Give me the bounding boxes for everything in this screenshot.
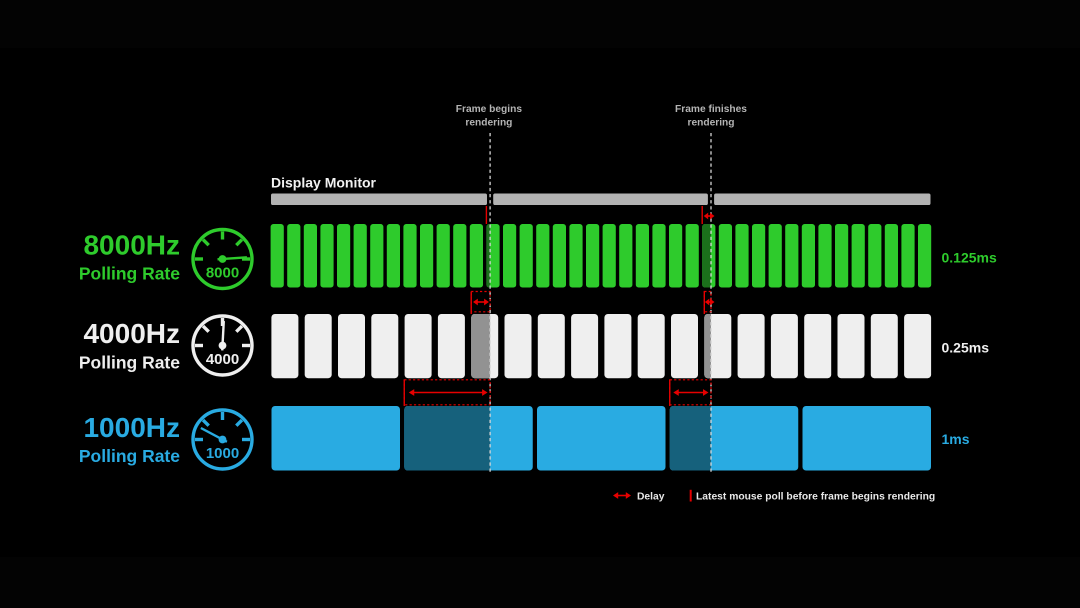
svg-text:rendering: rendering xyxy=(688,118,735,129)
svg-text:Delay: Delay xyxy=(637,492,665,503)
svg-text:Polling Rate: Polling Rate xyxy=(79,264,180,284)
svg-text:0.125ms: 0.125ms xyxy=(942,249,997,265)
svg-text:Latest mouse poll before frame: Latest mouse poll before frame begins re… xyxy=(696,492,935,503)
svg-text:Display Monitor: Display Monitor xyxy=(271,175,377,191)
svg-text:Frame finishes: Frame finishes xyxy=(675,104,747,115)
svg-text:Frame begins: Frame begins xyxy=(456,104,523,115)
svg-text:1000Hz: 1000Hz xyxy=(83,412,180,443)
svg-text:Polling Rate: Polling Rate xyxy=(79,353,180,373)
svg-text:1ms: 1ms xyxy=(942,431,970,447)
svg-text:4000: 4000 xyxy=(206,351,239,368)
svg-text:0.25ms: 0.25ms xyxy=(942,339,990,355)
svg-text:Polling Rate: Polling Rate xyxy=(79,446,180,466)
svg-text:rendering: rendering xyxy=(465,118,512,129)
svg-text:4000Hz: 4000Hz xyxy=(83,318,180,349)
svg-text:8000: 8000 xyxy=(206,264,239,281)
svg-text:8000Hz: 8000Hz xyxy=(83,229,180,260)
svg-text:1000: 1000 xyxy=(206,445,239,462)
